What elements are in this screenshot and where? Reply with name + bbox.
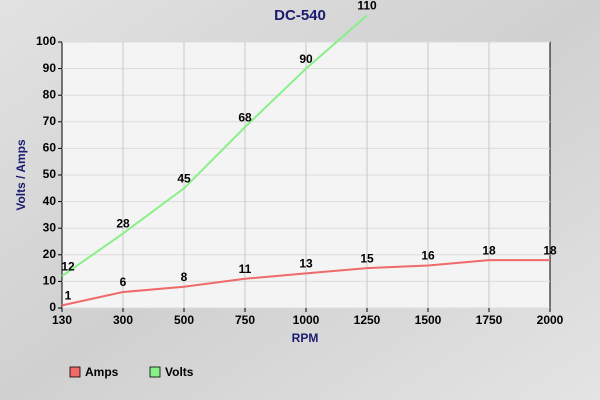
y-axis-label: Volts / Amps (14, 139, 28, 211)
x-tick-label: 1750 (476, 313, 503, 327)
data-label: 11 (239, 262, 252, 276)
legend-label: Amps (85, 365, 119, 379)
series-line (61, 259, 550, 307)
data-label: 8 (181, 270, 188, 284)
data-label: 110 (357, 0, 377, 13)
x-tick-label: 1250 (354, 313, 381, 327)
legend-swatch (149, 366, 161, 378)
data-label: 1 (65, 289, 72, 303)
y-tick-label: 0 (49, 300, 56, 314)
x-tick-label: 750 (235, 313, 255, 327)
x-tick-label: 1000 (293, 313, 320, 327)
x-tick-label: 500 (174, 313, 194, 327)
chart-title: DC-540 (274, 7, 326, 24)
data-label: 12 (61, 259, 75, 273)
y-tick-label: 20 (43, 247, 57, 261)
series-line (61, 14, 368, 277)
y-tick-label: 80 (43, 87, 57, 101)
data-label: 15 (360, 251, 374, 265)
data-label: 28 (116, 217, 130, 231)
y-tick-label: 10 (43, 274, 57, 288)
data-label: 90 (299, 52, 313, 66)
y-tick-label: 70 (43, 114, 57, 128)
x-tick-label: 130 (52, 313, 72, 327)
x-tick-label: 1500 (415, 313, 442, 327)
legend-swatch (69, 366, 81, 378)
data-label: 16 (421, 249, 435, 263)
data-label: 68 (238, 110, 252, 124)
y-tick-label: 100 (36, 34, 56, 48)
data-label: 18 (482, 243, 496, 257)
data-label: 45 (177, 171, 191, 185)
data-label: 13 (299, 257, 313, 271)
x-axis-label: RPM (292, 331, 319, 345)
data-label: 18 (543, 243, 557, 257)
y-tick-label: 50 (43, 167, 57, 181)
data-label: 6 (120, 275, 127, 289)
y-tick-label: 40 (43, 194, 57, 208)
y-tick-label: 60 (43, 141, 57, 155)
y-tick-label: 30 (43, 220, 57, 234)
y-tick-label: 90 (43, 61, 57, 75)
x-tick-label: 300 (113, 313, 133, 327)
legend-label: Volts (165, 365, 194, 379)
x-tick-label: 2000 (537, 313, 564, 327)
